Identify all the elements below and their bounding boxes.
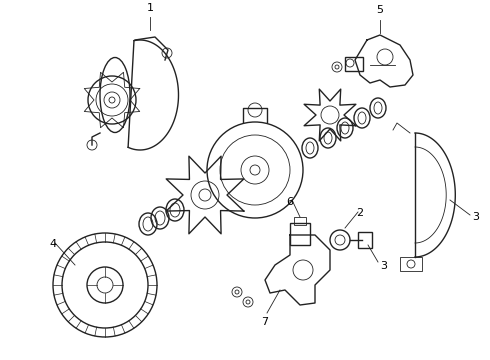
Text: 7: 7 [262, 317, 269, 327]
Text: 2: 2 [356, 208, 364, 218]
Bar [358, 232, 372, 248]
Text: 3: 3 [380, 261, 387, 271]
Bar [345, 57, 363, 71]
Bar [294, 217, 306, 225]
Bar [400, 257, 422, 271]
Text: 3: 3 [472, 212, 479, 222]
Text: 5: 5 [376, 5, 384, 15]
Text: 6: 6 [287, 197, 294, 207]
Text: 1: 1 [147, 3, 153, 13]
Bar [290, 223, 310, 245]
Text: 4: 4 [49, 239, 56, 249]
